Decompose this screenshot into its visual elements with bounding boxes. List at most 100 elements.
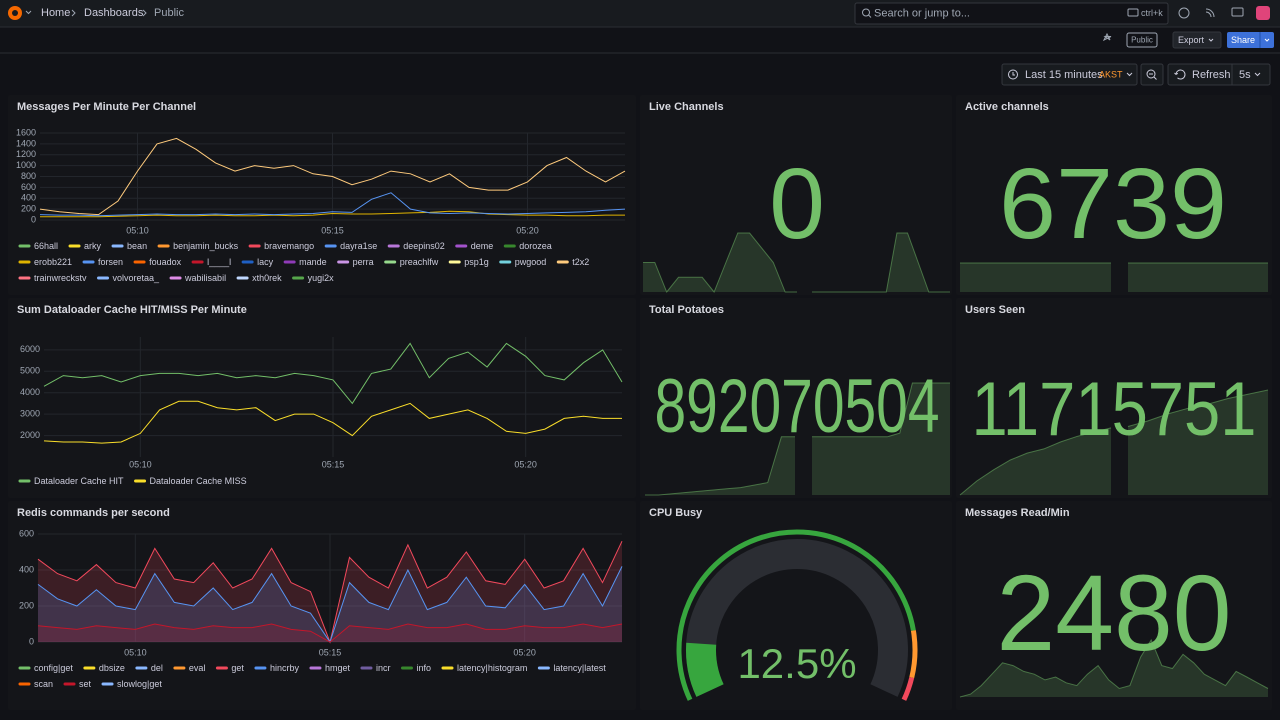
stat-value: 2480	[997, 552, 1232, 673]
legend-label: bravemango	[264, 241, 314, 251]
breadcrumb-separator	[71, 9, 76, 17]
search-icon	[868, 14, 872, 18]
chevron	[1254, 72, 1261, 77]
legend-item: scan	[18, 679, 53, 689]
legend-item: l____l	[191, 257, 231, 267]
breadcrumb[interactable]: Dashboards	[84, 7, 144, 19]
legend-label: psp1g	[464, 257, 489, 267]
zoom-out[interactable]	[1140, 63, 1164, 86]
legend-label: Dataloader Cache HIT	[34, 476, 124, 486]
button-bg	[1227, 32, 1274, 48]
legend-label: lacy	[257, 257, 274, 267]
sparkline-area	[812, 233, 950, 292]
refresh-interval: 5s	[1239, 69, 1251, 81]
panel-title: Sum Dataloader Cache HIT/MISS Per Minute	[17, 304, 247, 316]
legend-label: perra	[353, 257, 374, 267]
legend-item: del	[135, 663, 163, 673]
legend-item: preachlfw	[384, 257, 439, 267]
refresh-label: Refresh	[1192, 69, 1231, 81]
panel-title: Users Seen	[965, 304, 1025, 316]
panel	[956, 501, 1272, 710]
search-icon	[862, 8, 870, 17]
logo[interactable]	[8, 6, 32, 20]
legend-label: arky	[84, 241, 102, 251]
legend-label: incr	[376, 663, 391, 673]
legend-label: fouadox	[149, 257, 182, 267]
breadcrumb-separator	[142, 9, 147, 17]
refresh-picker[interactable]: Refresh 5s	[1167, 63, 1271, 86]
y-tick-label: 4000	[20, 387, 40, 397]
y-tick-label: 1600	[16, 127, 36, 137]
y-tick-label: 200	[19, 600, 34, 610]
legend-label: l____l	[207, 257, 231, 267]
sparkline	[645, 436, 795, 496]
avatar[interactable]	[1256, 6, 1270, 20]
legend-label: eval	[189, 663, 206, 673]
legend-label: dorozea	[519, 241, 552, 251]
chevron	[1208, 38, 1214, 42]
x-tick-label: 05:20	[514, 459, 537, 469]
legend-label: xth0rek	[252, 273, 282, 283]
zoom-icon	[1149, 73, 1157, 80]
panel	[640, 298, 952, 498]
stat-value: 11715751	[972, 367, 1257, 452]
clock-icon	[1012, 72, 1015, 76]
legend-item: hmget	[309, 663, 351, 673]
logo-core	[12, 10, 18, 16]
legend-item: forsen	[82, 257, 123, 267]
sparkline	[959, 427, 1112, 496]
breadcrumb[interactable]: Home	[41, 7, 70, 19]
gauge-label: 12.5%	[737, 640, 856, 687]
y-tick-label: 400	[21, 193, 36, 203]
threshold-arc	[909, 630, 918, 679]
y-tick-label: 2000	[20, 430, 40, 440]
legend-item: get	[215, 663, 244, 673]
search-box[interactable]: Search or jump to... ctrl+k	[854, 2, 1169, 25]
legend-label: slowlog|get	[117, 679, 162, 689]
sparkline-area	[960, 640, 1268, 697]
sparkline	[959, 638, 1269, 698]
legend-label: set	[79, 679, 92, 689]
y-tick-label: 400	[19, 564, 34, 574]
series-line	[43, 342, 623, 405]
share-button[interactable]: Share	[1227, 32, 1274, 48]
legend-item: hincrby	[254, 663, 299, 673]
legend-item: yugi2x	[292, 273, 334, 283]
kiosk-icon[interactable]	[1231, 7, 1244, 17]
chevron	[1126, 72, 1133, 77]
help-icon[interactable]	[1178, 7, 1190, 19]
legend-item: 66hall	[18, 241, 58, 251]
legend-item: t2x2	[556, 257, 589, 267]
series-line	[43, 400, 622, 444]
legend-item: latency|latest	[537, 663, 606, 673]
panel	[8, 298, 636, 498]
legend-item: Dataloader Cache MISS	[134, 476, 247, 486]
legend-label: pwgood	[515, 257, 547, 267]
shortcut: ctrl+k	[1141, 8, 1163, 18]
sparkline-area	[960, 427, 1111, 495]
sparkline-area	[1128, 263, 1268, 292]
export-button[interactable]: Export	[1172, 31, 1222, 49]
legend-label: volvoretaa_	[113, 273, 161, 283]
series-line	[39, 137, 626, 216]
chevron	[1264, 38, 1270, 42]
sparkline	[812, 232, 950, 293]
legend-item: mande	[283, 257, 327, 267]
y-tick-label: 0	[31, 214, 36, 224]
panel-title: CPU Busy	[649, 507, 703, 519]
threshold-arc	[676, 529, 916, 701]
button-bg	[1167, 63, 1271, 86]
picker-bg	[1001, 63, 1138, 86]
legend-label: hmget	[325, 663, 351, 673]
news-icon[interactable]	[1205, 8, 1215, 18]
time-picker[interactable]: Last 15 minutes AKST	[1001, 63, 1138, 86]
threshold-arc	[901, 676, 915, 701]
x-tick-label: 05:15	[319, 647, 342, 657]
button-label: Export	[1178, 35, 1205, 45]
star-icon[interactable]	[1102, 32, 1112, 42]
legend-item: lacy	[241, 257, 274, 267]
area	[38, 566, 622, 642]
legend-label: erobb221	[34, 257, 72, 267]
legend-item: benjamin_bucks	[157, 241, 239, 251]
legend-label: forsen	[98, 257, 123, 267]
